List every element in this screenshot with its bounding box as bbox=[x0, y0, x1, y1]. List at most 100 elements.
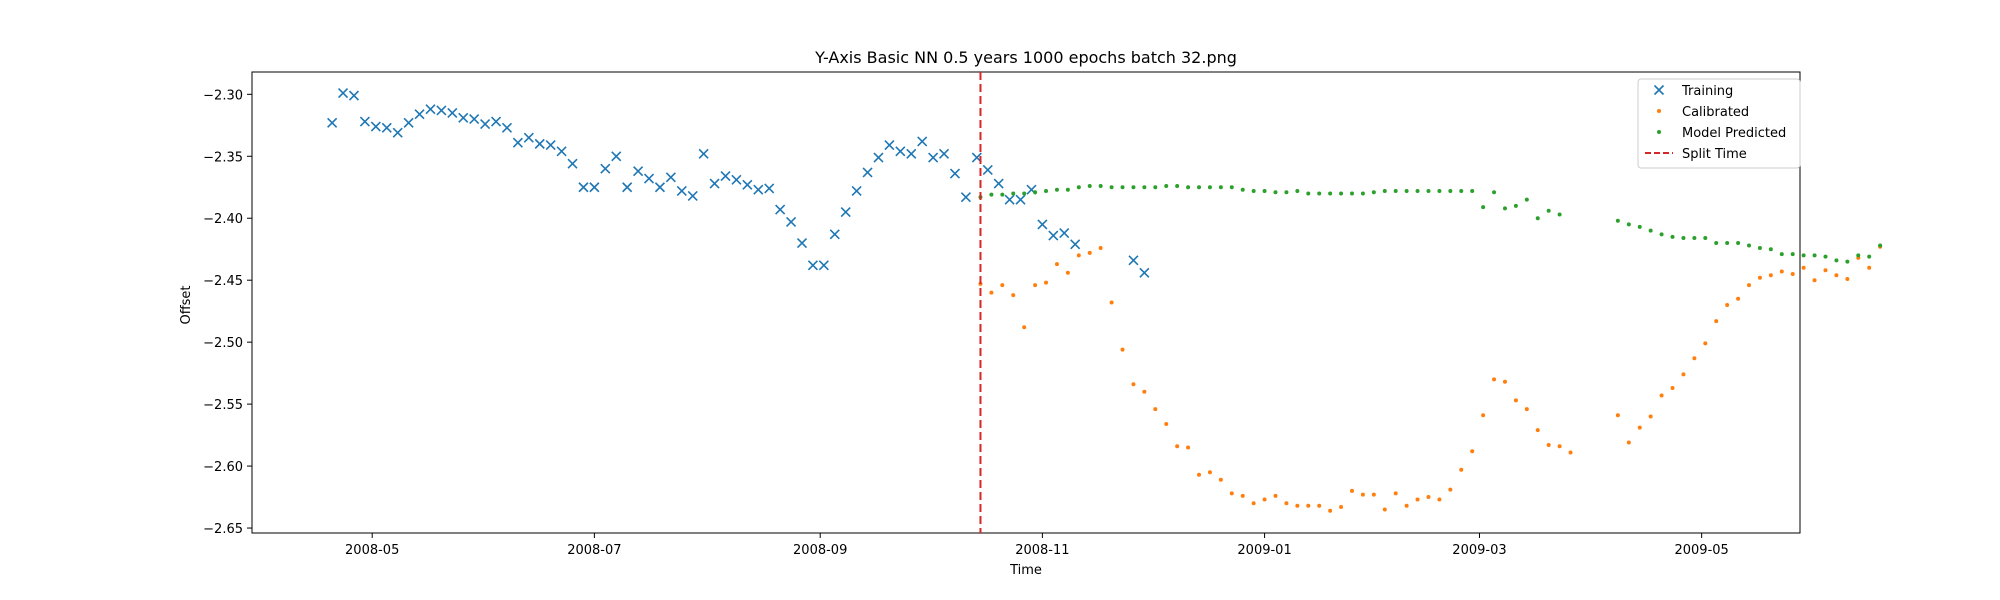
calibrated-point bbox=[1273, 493, 1278, 498]
model-predicted-point bbox=[1000, 192, 1005, 197]
series-model-predicted bbox=[978, 184, 1883, 264]
model-predicted-point bbox=[1426, 188, 1431, 193]
calibrated-point bbox=[1197, 472, 1202, 477]
model-predicted-point bbox=[989, 192, 994, 197]
model-predicted-point bbox=[1131, 185, 1136, 190]
calibrated-point bbox=[1207, 470, 1212, 475]
model-predicted-point bbox=[1878, 243, 1883, 248]
training-point bbox=[731, 174, 742, 185]
model-predicted-point bbox=[1404, 188, 1409, 193]
calibrated-point bbox=[1736, 296, 1741, 301]
y-tick-label: −2.55 bbox=[203, 398, 243, 413]
training-point bbox=[523, 132, 534, 143]
calibrated-point bbox=[1306, 503, 1311, 508]
model-predicted-point bbox=[1470, 188, 1475, 193]
model-predicted-point bbox=[1339, 191, 1344, 196]
training-point bbox=[501, 122, 513, 133]
calibrated-point bbox=[1360, 492, 1365, 497]
y-tick-label: −2.35 bbox=[203, 150, 243, 165]
training-point bbox=[392, 127, 403, 138]
model-predicted-point bbox=[1153, 185, 1158, 190]
training-point bbox=[753, 184, 764, 195]
training-point bbox=[742, 179, 753, 190]
series-training bbox=[327, 88, 1150, 278]
model-predicted-point bbox=[1011, 191, 1016, 196]
training-point bbox=[567, 158, 578, 169]
calibrated-point bbox=[989, 290, 994, 295]
training-point bbox=[512, 137, 523, 148]
legend-marker-calibrated bbox=[1657, 109, 1661, 113]
calibrated-point bbox=[1098, 245, 1103, 250]
legend-label-split-time: Split Time bbox=[1682, 147, 1747, 162]
calibrated-point bbox=[1714, 319, 1719, 324]
training-point bbox=[796, 237, 808, 249]
calibrated-point bbox=[1186, 445, 1191, 450]
legend-marker-model-predicted bbox=[1657, 130, 1661, 134]
training-point bbox=[403, 117, 414, 128]
training-point bbox=[447, 107, 458, 118]
calibrated-point bbox=[1448, 487, 1453, 492]
model-predicted-point bbox=[1251, 188, 1256, 193]
training-point bbox=[611, 151, 622, 162]
calibrated-point bbox=[1087, 250, 1092, 255]
training-point bbox=[862, 167, 873, 178]
calibrated-point bbox=[1834, 273, 1839, 278]
calibrated-point bbox=[1681, 372, 1686, 377]
calibrated-point bbox=[1557, 444, 1562, 449]
x-tick-label: 2008-05 bbox=[345, 543, 399, 558]
calibrated-point bbox=[1415, 497, 1420, 502]
training-point bbox=[337, 88, 349, 99]
calibrated-point bbox=[1426, 495, 1431, 500]
legend-dot-marker bbox=[1657, 109, 1661, 113]
model-predicted-point bbox=[1262, 188, 1267, 193]
calibrated-point bbox=[1703, 341, 1708, 346]
model-predicted-point bbox=[1615, 218, 1620, 223]
model-predicted-point bbox=[1845, 259, 1850, 264]
training-point bbox=[589, 182, 600, 193]
y-axis-label: Offset bbox=[179, 285, 194, 324]
model-predicted-point bbox=[1637, 224, 1642, 229]
model-predicted-point bbox=[1736, 241, 1741, 246]
training-point bbox=[359, 116, 370, 127]
model-predicted-point bbox=[1779, 252, 1784, 257]
training-point bbox=[982, 164, 993, 175]
model-predicted-point bbox=[1692, 236, 1697, 241]
model-predicted-point bbox=[1502, 206, 1507, 211]
legend-label-model-predicted: Model Predicted bbox=[1682, 126, 1786, 141]
series-calibrated bbox=[978, 244, 1883, 513]
training-point bbox=[665, 172, 676, 183]
training-point bbox=[687, 190, 698, 201]
model-predicted-point bbox=[1382, 188, 1387, 193]
model-predicted-point bbox=[1524, 197, 1529, 202]
training-point bbox=[622, 182, 633, 193]
training-point bbox=[578, 182, 589, 193]
legend-marker-training bbox=[1653, 84, 1665, 96]
legend: Training Calibrated Model Predicted Spli… bbox=[1637, 78, 1801, 169]
training-point bbox=[884, 140, 895, 151]
training-point bbox=[490, 116, 502, 127]
calibrated-point bbox=[1251, 501, 1256, 506]
model-predicted-point bbox=[1714, 241, 1719, 246]
model-predicted-point bbox=[1415, 188, 1420, 193]
model-predicted-point bbox=[1175, 184, 1180, 189]
training-point bbox=[1128, 255, 1139, 266]
model-predicted-point bbox=[1535, 216, 1540, 221]
calibrated-point bbox=[1317, 503, 1322, 508]
calibrated-point bbox=[1535, 428, 1540, 433]
training-point bbox=[676, 185, 687, 197]
model-predicted-point bbox=[1790, 252, 1795, 257]
calibrated-point bbox=[1262, 497, 1267, 502]
training-point bbox=[545, 140, 556, 151]
model-predicted-point bbox=[1823, 254, 1828, 259]
calibrated-point bbox=[1153, 407, 1158, 412]
model-predicted-point bbox=[1218, 185, 1223, 190]
training-point bbox=[414, 109, 425, 120]
model-predicted-point bbox=[1076, 185, 1081, 190]
training-point bbox=[654, 182, 666, 193]
legend-item-split-time: Split Time bbox=[1645, 147, 1747, 162]
training-point bbox=[600, 163, 611, 174]
calibrated-point bbox=[1524, 407, 1529, 412]
calibrated-point bbox=[1670, 386, 1675, 391]
calibrated-point bbox=[1295, 503, 1300, 508]
model-predicted-point bbox=[1022, 191, 1027, 196]
